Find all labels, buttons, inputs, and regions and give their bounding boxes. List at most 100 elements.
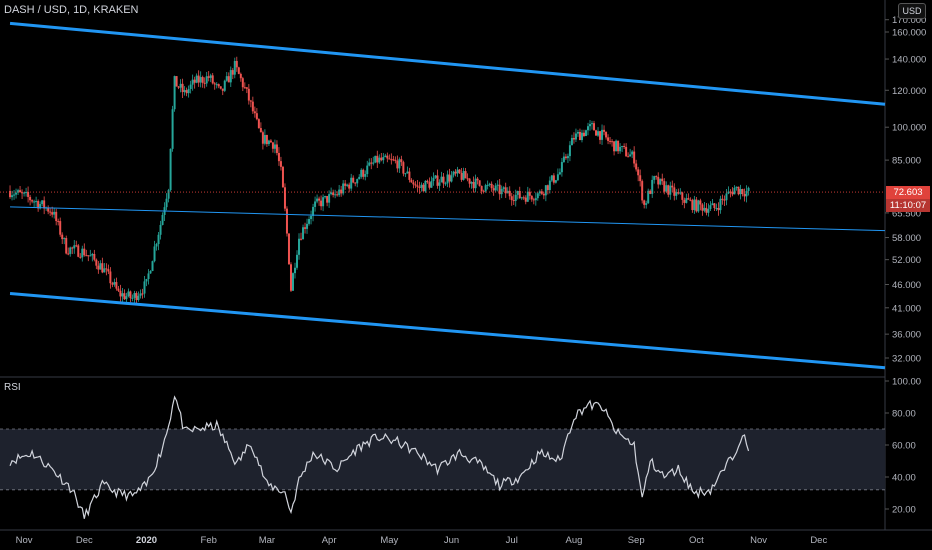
candle-body <box>717 208 720 211</box>
candle-body <box>661 178 664 182</box>
price-tick-label: 36.000 <box>892 330 921 341</box>
candle-body <box>348 184 351 189</box>
candle-body <box>31 200 34 202</box>
time-tick-label: Mar <box>259 535 275 546</box>
price-tick-label: 41.000 <box>892 303 921 314</box>
candle-body <box>121 293 124 297</box>
candle-body <box>446 174 449 184</box>
candle-body <box>554 180 557 183</box>
candle-body <box>597 131 600 136</box>
candle-body <box>428 182 431 188</box>
price-tick-label: 65.500 <box>892 208 921 219</box>
candle-body <box>576 132 579 134</box>
candle-body <box>219 86 222 89</box>
candle-body <box>645 203 648 205</box>
candle-body <box>727 191 730 194</box>
chart-title: DASH / USD, 1D, KRAKEN <box>4 4 139 16</box>
candle-body <box>450 175 453 182</box>
candle-body <box>99 263 102 270</box>
candle-body <box>135 293 138 300</box>
candle-body <box>472 181 475 189</box>
candle-body <box>316 198 319 202</box>
candle-body <box>729 191 732 193</box>
candle-body <box>177 86 180 88</box>
candle-body <box>291 273 294 291</box>
candle-body <box>89 255 92 257</box>
time-tick-label: Apr <box>322 535 337 546</box>
candle-body <box>113 282 116 285</box>
candle-body <box>733 187 736 195</box>
candle-body <box>281 166 284 188</box>
candle-body <box>47 207 50 212</box>
candle-body <box>61 234 64 240</box>
candle-body <box>356 179 359 184</box>
candle-body <box>430 181 433 188</box>
candle-body <box>452 171 455 176</box>
currency-selector[interactable]: USD <box>898 3 926 19</box>
candle-body <box>117 288 120 291</box>
candle-body <box>253 111 256 114</box>
candle-body <box>552 175 555 183</box>
candle-body <box>731 191 734 195</box>
candle-body <box>524 197 527 202</box>
candle-body <box>283 187 286 209</box>
candle-body <box>27 192 30 197</box>
candle-body <box>227 76 230 83</box>
candle-body <box>637 169 640 176</box>
time-tick-label: Jul <box>506 535 518 546</box>
candle-body <box>71 247 74 249</box>
candle-body <box>289 264 292 291</box>
candle-body <box>185 90 188 94</box>
candle-body <box>195 75 198 83</box>
candle-body <box>546 185 549 191</box>
candle-body <box>394 159 397 161</box>
candle-body <box>398 159 401 169</box>
candle-body <box>231 70 234 75</box>
candle-body <box>237 67 240 74</box>
candle-body <box>564 156 567 159</box>
candle-body <box>591 123 594 125</box>
candle-body <box>137 295 140 300</box>
candle-body <box>336 194 339 196</box>
candle-body <box>400 159 403 163</box>
candle-body <box>659 178 662 185</box>
candle-body <box>65 238 68 254</box>
candle-body <box>384 155 387 158</box>
candle-body <box>91 253 94 256</box>
candle-body <box>649 190 652 194</box>
candle-body <box>721 198 724 200</box>
candle-body <box>155 244 158 247</box>
candle-body <box>711 203 714 206</box>
trendline-support <box>10 206 886 232</box>
candle-body <box>318 198 321 201</box>
candle-body <box>239 73 242 79</box>
candle-body <box>330 192 333 195</box>
candle-body <box>209 75 212 78</box>
candle-body <box>665 185 668 192</box>
time-tick-label: Dec <box>810 535 827 546</box>
candle-body <box>388 158 391 160</box>
candle-body <box>484 185 487 192</box>
candle-body <box>739 189 742 195</box>
candle-body <box>380 157 383 161</box>
candle-body <box>201 77 204 83</box>
candle-body <box>211 75 214 84</box>
candle-body <box>171 109 174 149</box>
candle-body <box>482 191 485 193</box>
candle-body <box>679 192 682 194</box>
candle-body <box>566 156 569 159</box>
candle-body <box>374 155 377 163</box>
candle-body <box>613 141 616 152</box>
candle-body <box>536 193 539 199</box>
candle-body <box>340 189 343 194</box>
candle-body <box>115 282 118 289</box>
candle-body <box>406 171 409 174</box>
candle-body <box>287 233 290 265</box>
candle-body <box>149 271 152 274</box>
candle-body <box>611 141 614 143</box>
candle-body <box>572 137 575 140</box>
candle-body <box>440 176 443 183</box>
candle-body <box>300 238 303 240</box>
candle-body <box>376 155 379 163</box>
